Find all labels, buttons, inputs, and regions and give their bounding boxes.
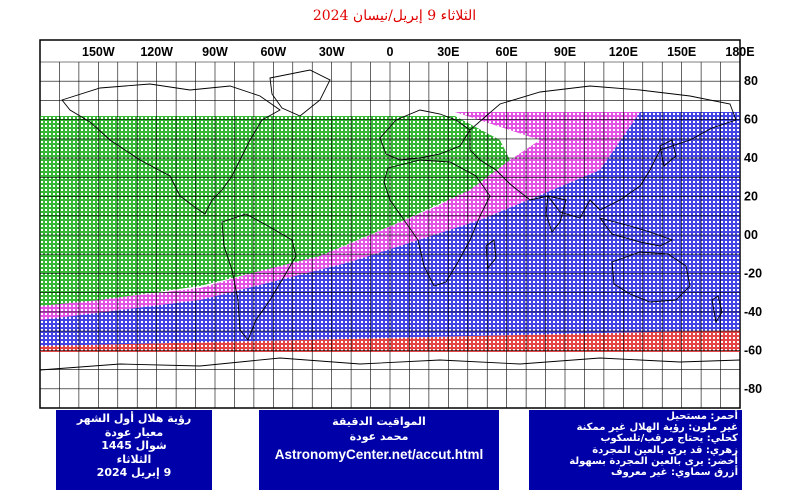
band-green	[40, 116, 510, 306]
longitude-label: 90W	[202, 45, 228, 59]
longitude-label: 150E	[667, 45, 696, 59]
panel-left-line3: شوال 1445	[101, 439, 167, 452]
longitude-label: 90E	[554, 45, 576, 59]
website-link[interactable]: AstronomyCenter.net/accut.html	[274, 447, 484, 462]
latitude-label: -60	[744, 343, 762, 357]
latitude-label: 40	[744, 151, 758, 165]
info-panel-left: رؤية هلال أول الشهر معيار عودة شوال 1445…	[56, 410, 212, 490]
continent-outlines	[40, 69, 740, 371]
longitude-label: 120E	[609, 45, 638, 59]
longitude-label: 30E	[437, 45, 459, 59]
latitude-label: 20	[744, 190, 758, 204]
longitude-label: 150W	[82, 45, 115, 59]
latitude-label: 00	[744, 228, 758, 242]
latitude-label: -40	[744, 305, 762, 319]
legend-item-green: أخضر: يرى بالعين المجردة بسهولة	[569, 455, 738, 467]
legend-item-navy: كحلي: يحتاج مرقب/تلسكوب	[600, 433, 738, 445]
legend-item-uncolored: غير ملون: رؤية الهلال غير ممكنة	[576, 422, 738, 434]
band-magenta-core	[40, 112, 620, 306]
map-title: الثلاثاء 9 إبريل/نيسان 2024	[312, 8, 477, 24]
longitude-labels: 150W 120W 90W 60W 30W 0 30E 60E 90E 120E 150E 180E	[82, 45, 755, 59]
legend-item-pink: زهري: قد يرى بالعين المجردة	[592, 444, 738, 456]
legend-item-red: أحمر: مستحيل	[666, 411, 738, 422]
longitude-label: 0	[387, 45, 394, 59]
longitude-label: 30W	[319, 45, 345, 59]
longitude-label: 60W	[260, 45, 286, 59]
longitude-label: 180E	[725, 45, 754, 59]
panel-center-line2: محمد عودة	[349, 430, 409, 443]
latitude-label: -80	[744, 382, 762, 396]
panel-left-line1: رؤية هلال أول الشهر	[76, 412, 192, 425]
info-panel-center: المواقيت الدقيقة محمد عودة AstronomyCent…	[259, 410, 499, 490]
panel-left-line5: 9 إبريل 2024	[96, 466, 172, 479]
panel-left-line2: معيار عودة	[104, 425, 164, 439]
latitude-label: 60	[744, 113, 758, 127]
latitude-label: -20	[744, 266, 762, 280]
map-grid	[39, 61, 741, 409]
latitude-label: 80	[744, 74, 758, 88]
panel-left-line4: الثلاثاء	[116, 452, 152, 466]
legend-item-skyblue: أزرق سماوي: غير معروف	[610, 467, 738, 479]
latitude-labels: 80 60 40 20 00 -20 -40 -60 -80	[744, 74, 762, 396]
legend-panel: أحمر: مستحيل غير ملون: رؤية الهلال غير م…	[529, 410, 742, 490]
longitude-label: 120W	[140, 45, 173, 59]
panel-center-line1: المواقيت الدقيقة	[332, 415, 426, 428]
longitude-label: 60E	[496, 45, 518, 59]
